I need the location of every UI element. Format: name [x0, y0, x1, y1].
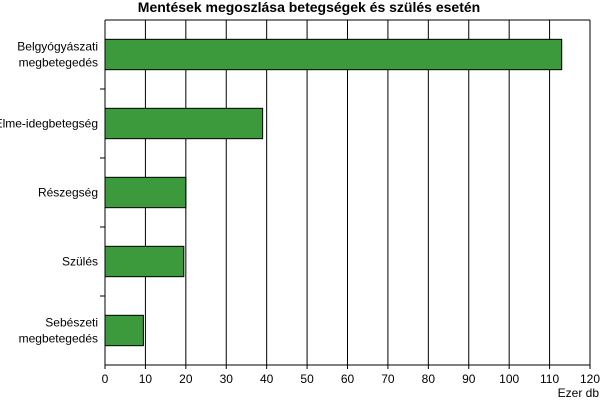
chart-title: Mentések megoszlása betegségek és szülés… — [138, 0, 480, 15]
x-tick-label: 30 — [220, 372, 234, 386]
category-labels: Belgyógyászati megbetegedés Elme-idegbeteg… — [0, 40, 98, 346]
x-tick-label: 50 — [300, 372, 314, 386]
category-label: megbetegedés — [19, 56, 98, 70]
x-tick-label: 10 — [139, 372, 153, 386]
bar — [104, 38, 563, 71]
x-tick-label: 70 — [381, 372, 395, 386]
axes — [100, 19, 591, 369]
bar — [104, 176, 187, 209]
category-label: Sebészeti — [45, 316, 98, 330]
x-tick-label: 40 — [260, 372, 274, 386]
grid — [144, 20, 591, 365]
x-tick-label: 20 — [179, 372, 193, 386]
x-tick-label: 60 — [341, 372, 355, 386]
category-label: Belgyógyászati — [17, 40, 98, 54]
x-tick-labels: 0 10 20 30 40 50 60 70 80 90 100 110 120 — [102, 372, 600, 386]
x-tick-label: 80 — [422, 372, 436, 386]
bar — [104, 107, 264, 140]
x-tick-label: 0 — [102, 372, 109, 386]
x-axis-unit-label: Ezer db — [558, 386, 600, 400]
category-label: Részegség — [38, 186, 98, 200]
x-tick-label: 110 — [540, 372, 559, 386]
x-tick-label: 120 — [580, 372, 600, 386]
category-label: Szülés — [62, 255, 98, 269]
category-label: Elme-idegbetegség — [0, 117, 98, 131]
x-tick-label: 90 — [462, 372, 476, 386]
x-tick-label: 100 — [499, 372, 519, 386]
bar — [104, 314, 144, 347]
bar — [104, 245, 185, 278]
bars — [104, 38, 563, 347]
category-label: megbetegedés — [19, 332, 98, 346]
